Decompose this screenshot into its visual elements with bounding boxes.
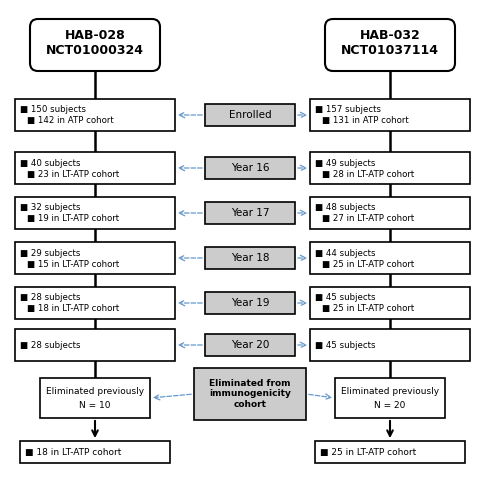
Text: ■ 28 subjects: ■ 28 subjects: [20, 293, 80, 302]
FancyBboxPatch shape: [325, 19, 455, 71]
Text: HAB-032
NCT01037114: HAB-032 NCT01037114: [341, 29, 439, 57]
Bar: [15, 242, 175, 274]
Text: Eliminated previously: Eliminated previously: [341, 386, 439, 396]
Text: ■ 18 in LT-ATP cohort: ■ 18 in LT-ATP cohort: [25, 447, 122, 456]
Text: Year 20: Year 20: [231, 340, 269, 350]
Text: ■ 23 in LT-ATP cohort: ■ 23 in LT-ATP cohort: [27, 169, 120, 179]
Bar: [205, 247, 295, 269]
Text: Year 16: Year 16: [231, 163, 269, 173]
Text: ■ 45 subjects: ■ 45 subjects: [315, 293, 376, 302]
Text: ■ 44 subjects: ■ 44 subjects: [315, 249, 376, 257]
Text: HAB-028
NCT01000324: HAB-028 NCT01000324: [46, 29, 144, 57]
Bar: [15, 152, 175, 184]
Bar: [40, 378, 150, 418]
Text: ■ 18 in LT-ATP cohort: ■ 18 in LT-ATP cohort: [27, 304, 120, 313]
Bar: [15, 329, 175, 361]
Bar: [310, 197, 470, 229]
Text: Eliminated from
immunogenicity
cohort: Eliminated from immunogenicity cohort: [209, 379, 291, 409]
Bar: [205, 157, 295, 179]
Text: Year 19: Year 19: [231, 298, 269, 308]
FancyBboxPatch shape: [30, 19, 160, 71]
Text: ■ 19 in LT-ATP cohort: ■ 19 in LT-ATP cohort: [27, 215, 119, 224]
Bar: [310, 152, 470, 184]
Text: ■ 40 subjects: ■ 40 subjects: [20, 158, 80, 168]
Text: ■ 32 subjects: ■ 32 subjects: [20, 204, 80, 213]
Text: ■ 28 subjects: ■ 28 subjects: [20, 340, 80, 349]
Text: ■ 142 in ATP cohort: ■ 142 in ATP cohort: [27, 117, 114, 125]
Bar: [194, 368, 306, 420]
Bar: [205, 334, 295, 356]
Bar: [315, 441, 465, 463]
Bar: [20, 441, 170, 463]
Bar: [310, 242, 470, 274]
Bar: [310, 329, 470, 361]
Text: N = 10: N = 10: [79, 400, 111, 409]
Text: ■ 27 in LT-ATP cohort: ■ 27 in LT-ATP cohort: [322, 215, 414, 224]
Text: ■ 45 subjects: ■ 45 subjects: [315, 340, 376, 349]
Text: ■ 25 in LT-ATP cohort: ■ 25 in LT-ATP cohort: [322, 304, 414, 313]
Text: ■ 48 subjects: ■ 48 subjects: [315, 204, 376, 213]
Bar: [15, 99, 175, 131]
Text: Enrolled: Enrolled: [228, 110, 272, 120]
Text: ■ 157 subjects: ■ 157 subjects: [315, 106, 381, 115]
Bar: [205, 292, 295, 314]
Bar: [15, 287, 175, 319]
Text: ■ 15 in LT-ATP cohort: ■ 15 in LT-ATP cohort: [27, 260, 120, 268]
Bar: [310, 99, 470, 131]
Text: ■ 25 in LT-ATP cohort: ■ 25 in LT-ATP cohort: [322, 260, 414, 268]
Text: N = 20: N = 20: [374, 400, 406, 409]
Text: ■ 150 subjects: ■ 150 subjects: [20, 106, 86, 115]
Text: Year 17: Year 17: [231, 208, 269, 218]
Bar: [205, 202, 295, 224]
Text: ■ 29 subjects: ■ 29 subjects: [20, 249, 80, 257]
Bar: [205, 104, 295, 126]
Text: ■ 25 in LT-ATP cohort: ■ 25 in LT-ATP cohort: [320, 447, 416, 456]
Bar: [310, 287, 470, 319]
Text: ■ 49 subjects: ■ 49 subjects: [315, 158, 376, 168]
Bar: [15, 197, 175, 229]
Bar: [335, 378, 445, 418]
Text: ■ 28 in LT-ATP cohort: ■ 28 in LT-ATP cohort: [322, 169, 414, 179]
Text: Year 18: Year 18: [231, 253, 269, 263]
Text: Eliminated previously: Eliminated previously: [46, 386, 144, 396]
Text: ■ 131 in ATP cohort: ■ 131 in ATP cohort: [322, 117, 409, 125]
